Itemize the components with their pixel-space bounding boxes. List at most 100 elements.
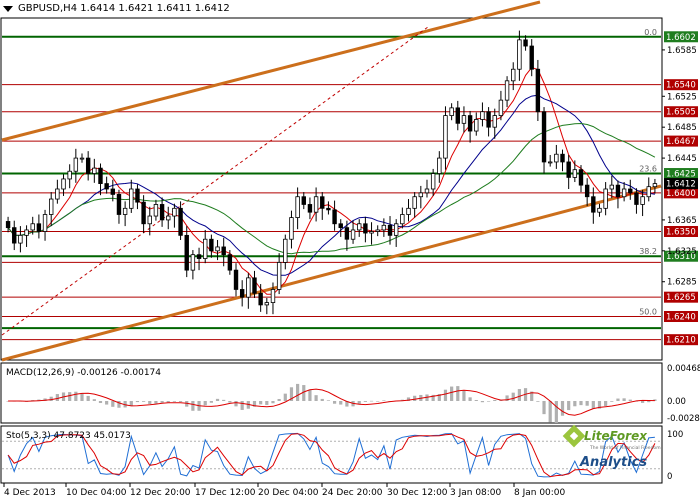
candle-body xyxy=(313,196,319,213)
macd-histogram-bar xyxy=(443,389,448,401)
macd-histogram-bar xyxy=(240,401,244,410)
macd-histogram-bar xyxy=(554,401,558,423)
macd-histogram-bar xyxy=(80,393,84,401)
macd-histogram-bar xyxy=(308,389,312,401)
macd-histogram-bar xyxy=(105,401,109,405)
macd-panel: 0.00468 0.00 -0.0028 xyxy=(6,364,700,424)
macd-histogram-bar xyxy=(43,398,47,401)
sto-tick-label: 0 xyxy=(667,472,672,482)
macd-histogram-bar xyxy=(345,401,349,407)
price-level-value: 1.6350 xyxy=(666,228,696,238)
moving-average-line-blue xyxy=(7,94,655,276)
candle-body xyxy=(270,289,276,303)
macd-histogram-bar xyxy=(486,401,491,402)
candle-body xyxy=(215,246,220,252)
macd-histogram-bar xyxy=(98,401,103,404)
price-level-box xyxy=(664,226,698,237)
liteforex-logo: LiteForex The World of Financial Freedom… xyxy=(562,424,661,470)
macd-histogram-bar xyxy=(542,401,546,415)
candle-body xyxy=(153,204,159,217)
macd-histogram-bar xyxy=(209,401,213,403)
macd-histogram-bar xyxy=(302,385,306,401)
macd-histogram-bar xyxy=(326,400,331,401)
candle-body xyxy=(227,254,233,271)
price-level-box xyxy=(664,79,698,91)
price-level-box xyxy=(664,31,698,43)
candle-body xyxy=(79,157,85,160)
candle-body xyxy=(412,196,417,209)
macd-histogram-bar xyxy=(203,401,207,406)
candle-body xyxy=(621,188,627,198)
candle-body xyxy=(480,111,485,120)
macd-histogram-bar xyxy=(92,399,96,401)
time-tick-label: 30 Dec 12:00 xyxy=(387,488,448,498)
symbol-menu-arrow-icon[interactable] xyxy=(3,6,13,12)
candle-body xyxy=(129,188,134,209)
price-level-box xyxy=(664,311,698,322)
candle-body xyxy=(159,204,165,221)
sto-tick-label: 100 xyxy=(667,430,683,440)
macd-histogram-bar xyxy=(296,383,300,401)
price-tick-label: 1.6285 xyxy=(667,278,697,288)
candle-body xyxy=(517,39,522,70)
price-tick-label: 1.6365 xyxy=(667,216,697,226)
macd-histogram-bar xyxy=(647,401,651,403)
candle-body xyxy=(387,224,393,236)
candle-body xyxy=(190,254,196,271)
candle-body xyxy=(572,169,578,178)
candle-body xyxy=(55,188,60,200)
candle-body xyxy=(535,68,541,113)
macd-histogram-bar xyxy=(185,401,189,407)
time-tick-label: 8 Jan 00:00 xyxy=(514,488,566,498)
candle-body xyxy=(615,184,621,198)
macd-histogram-bar xyxy=(530,391,534,401)
macd-histogram-bar xyxy=(166,401,170,403)
candle-body xyxy=(474,119,479,132)
candle-body xyxy=(603,188,608,209)
candle-body xyxy=(461,115,467,124)
candle-body xyxy=(393,223,399,236)
price-level-value: 1.6425 xyxy=(666,170,696,180)
macd-histogram-bar xyxy=(622,398,626,401)
candle-body xyxy=(209,238,214,252)
liteforex-logo-mark-icon xyxy=(562,424,586,448)
candle-body xyxy=(326,207,331,211)
macd-histogram-bar xyxy=(332,401,337,404)
macd-histogram-bar xyxy=(357,401,361,405)
macd-histogram-bar xyxy=(573,401,577,407)
candle-body xyxy=(375,229,380,232)
price-tick-label: 1.6485 xyxy=(667,123,697,133)
candle-body xyxy=(646,186,651,198)
macd-histogram-bar xyxy=(6,401,10,402)
macd-histogram-bar xyxy=(604,401,608,406)
price-level-value: 1.6310 xyxy=(666,252,696,262)
macd-histogram-bar xyxy=(191,401,195,411)
macd-histogram-bar xyxy=(493,400,497,401)
macd-label: MACD(12,26,9) -0.00126 -0.00174 xyxy=(6,368,161,378)
macd-histogram-bar xyxy=(117,401,121,408)
candle-body xyxy=(196,254,202,259)
candle-body xyxy=(578,169,584,186)
candle-body xyxy=(61,178,66,190)
macd-histogram-bar xyxy=(505,395,509,401)
candle-body xyxy=(437,157,442,174)
price-tick-label: 1.6325 xyxy=(667,247,697,257)
fib-level-label: 38.2 xyxy=(639,247,657,256)
candle-body xyxy=(5,221,11,229)
candle-body xyxy=(30,223,35,231)
macd-histogram-bar xyxy=(55,394,59,401)
candle-body xyxy=(239,289,245,298)
macd-histogram-bar xyxy=(579,401,583,406)
candle-body xyxy=(276,262,282,290)
candle-body xyxy=(350,229,356,240)
candle-body xyxy=(178,207,183,236)
macd-histogram-bar xyxy=(68,392,72,401)
candle-body xyxy=(203,238,208,259)
candle-body xyxy=(584,184,590,198)
candle-body xyxy=(264,302,270,306)
macd-histogram-bar xyxy=(480,401,485,403)
candle-body xyxy=(12,227,17,244)
candle-body xyxy=(344,227,350,240)
